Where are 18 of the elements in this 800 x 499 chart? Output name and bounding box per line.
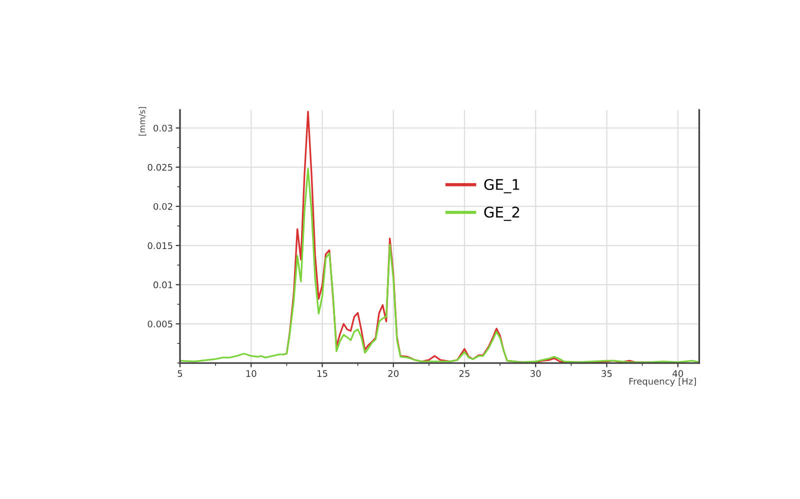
- x-tick-label: 15: [317, 370, 328, 377]
- x-axis-title: Frequency [Hz]: [629, 378, 696, 386]
- x-tick-label: 30: [530, 370, 541, 377]
- x-tick-label: 40: [672, 370, 684, 377]
- x-tick-label: 5: [178, 370, 182, 377]
- y-tick-label: 0.005: [148, 320, 172, 328]
- y-tick-label: 0.03: [154, 124, 172, 132]
- y-tick-label: 0.01: [154, 281, 172, 288]
- legend-label: GE_1: [484, 178, 520, 194]
- x-tick-label: 10: [246, 370, 256, 377]
- x-tick-label: 35: [602, 370, 612, 377]
- x-tick-label: 25: [459, 370, 470, 377]
- y-axis-title: [mm/s]: [138, 107, 146, 136]
- legend-label: GE_2: [484, 206, 520, 221]
- y-tick-label: 0.015: [148, 242, 172, 250]
- y-tick-label: 0.02: [154, 203, 172, 210]
- x-tick-label: 20: [388, 370, 399, 377]
- y-tick-label: 0.025: [148, 164, 172, 171]
